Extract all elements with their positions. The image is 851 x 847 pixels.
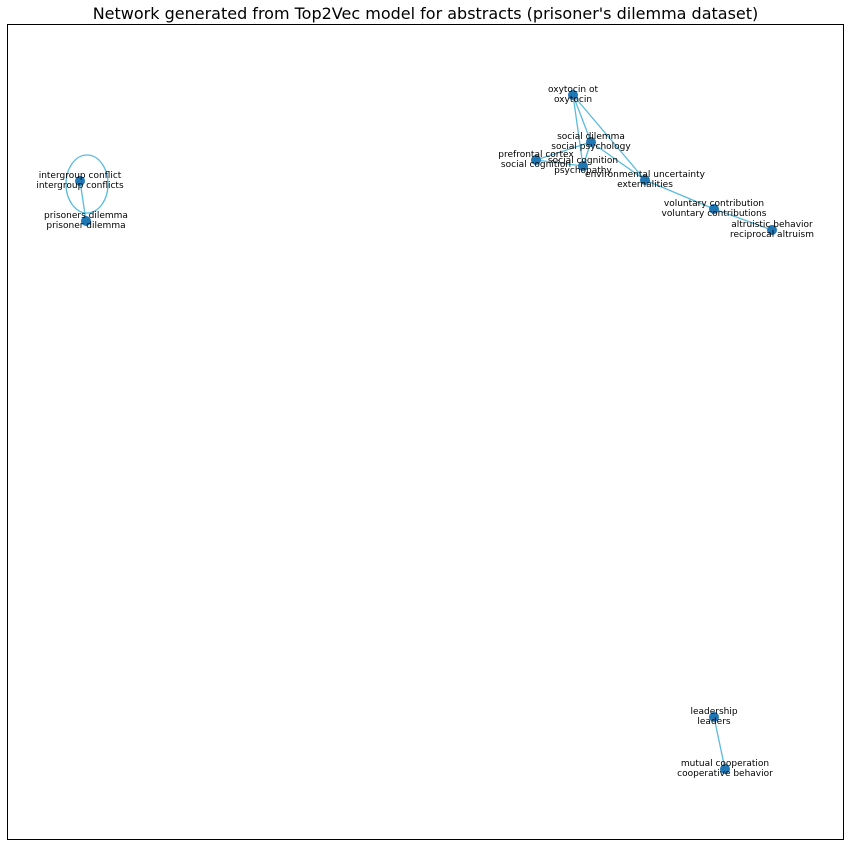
- node-label-line: cooperative behavior: [677, 769, 773, 779]
- edge-oxytocin-social_dilemma: [572, 94, 592, 143]
- edge-social_dilemma-prefrontal: [535, 141, 592, 161]
- self-loop-intergroup: [65, 154, 109, 214]
- node-prefrontal[interactable]: [531, 155, 541, 165]
- node-label-line: social psychology: [551, 142, 631, 152]
- node-label-line: leaders: [697, 717, 731, 727]
- node-altruistic[interactable]: [767, 225, 777, 235]
- node-label-line: social cognition: [548, 156, 618, 166]
- edge-oxytocin-environmental: [572, 94, 646, 181]
- plot-frame: [7, 24, 844, 840]
- node-label-line: oxytocin: [554, 95, 592, 105]
- edge-environmental-voluntary: [644, 179, 715, 210]
- node-label-line: altruistic behavior: [731, 220, 813, 230]
- node-mutual[interactable]: [720, 764, 730, 774]
- node-label-mutual: mutual cooperation cooperative behavior: [677, 759, 773, 779]
- node-leadership[interactable]: [709, 712, 719, 722]
- node-oxytocin[interactable]: [568, 90, 578, 100]
- node-voluntary[interactable]: [709, 204, 719, 214]
- node-intergroup[interactable]: [75, 176, 85, 186]
- node-label-line: intergroup conflict: [39, 171, 122, 181]
- node-label-line: externalities: [617, 180, 673, 190]
- node-label-intergroup: intergroup conflict intergroup conflicts: [36, 171, 124, 191]
- node-label-line: social cognition: [501, 160, 571, 170]
- node-social_cognition[interactable]: [578, 161, 588, 171]
- node-label-line: social dilemma: [557, 132, 625, 142]
- node-label-prisoners: prisoners dilemma prisoner dilemma: [44, 211, 128, 231]
- nodes-layer: [75, 90, 777, 774]
- node-label-line: voluntary contribution: [664, 199, 764, 209]
- node-label-line: psychopathy: [554, 166, 612, 176]
- edge-intergroup-prisoners: [79, 180, 87, 222]
- node-label-leadership: leadership leaders: [690, 707, 737, 727]
- edge-oxytocin-social_cognition: [572, 94, 584, 167]
- node-label-social_cognition: social cognition psychopathy: [548, 156, 618, 176]
- node-label-environmental: environmental uncertainty externalities: [585, 170, 706, 190]
- node-label-line: prisoners dilemma: [44, 211, 128, 221]
- edges-layer: [65, 94, 773, 770]
- node-label-line: prefrontal cortex: [498, 150, 574, 160]
- node-label-altruistic: altruistic behavior reciprocal altruism: [730, 220, 814, 240]
- edge-prefrontal-social_cognition: [535, 159, 584, 167]
- node-social_dilemma[interactable]: [586, 137, 596, 147]
- node-label-line: intergroup conflicts: [36, 181, 124, 191]
- node-label-social_dilemma: social dilemma social psychology: [551, 132, 631, 152]
- node-label-line: environmental uncertainty: [585, 170, 706, 180]
- node-label-line: reciprocal altruism: [730, 230, 814, 240]
- node-label-line: prisoner dilemma: [46, 221, 125, 231]
- node-label-line: oxytocin ot: [548, 85, 598, 95]
- node-label-line: leadership: [690, 707, 737, 717]
- edge-voluntary-altruistic: [713, 208, 773, 231]
- node-prisoners[interactable]: [81, 216, 91, 226]
- node-label-line: mutual cooperation: [681, 759, 769, 769]
- node-label-voluntary: voluntary contribution voluntary contribu…: [662, 199, 767, 219]
- node-label-line: voluntary contributions: [662, 209, 767, 219]
- node-label-oxytocin: oxytocin ot oxytocin: [548, 85, 598, 105]
- edge-leadership-mutual: [713, 716, 726, 770]
- edge-social_dilemma-environmental: [590, 141, 646, 181]
- chart-title: Network generated from Top2Vec model for…: [92, 4, 759, 23]
- node-environmental[interactable]: [640, 175, 650, 185]
- node-label-prefrontal: prefrontal cortex social cognition: [498, 150, 574, 170]
